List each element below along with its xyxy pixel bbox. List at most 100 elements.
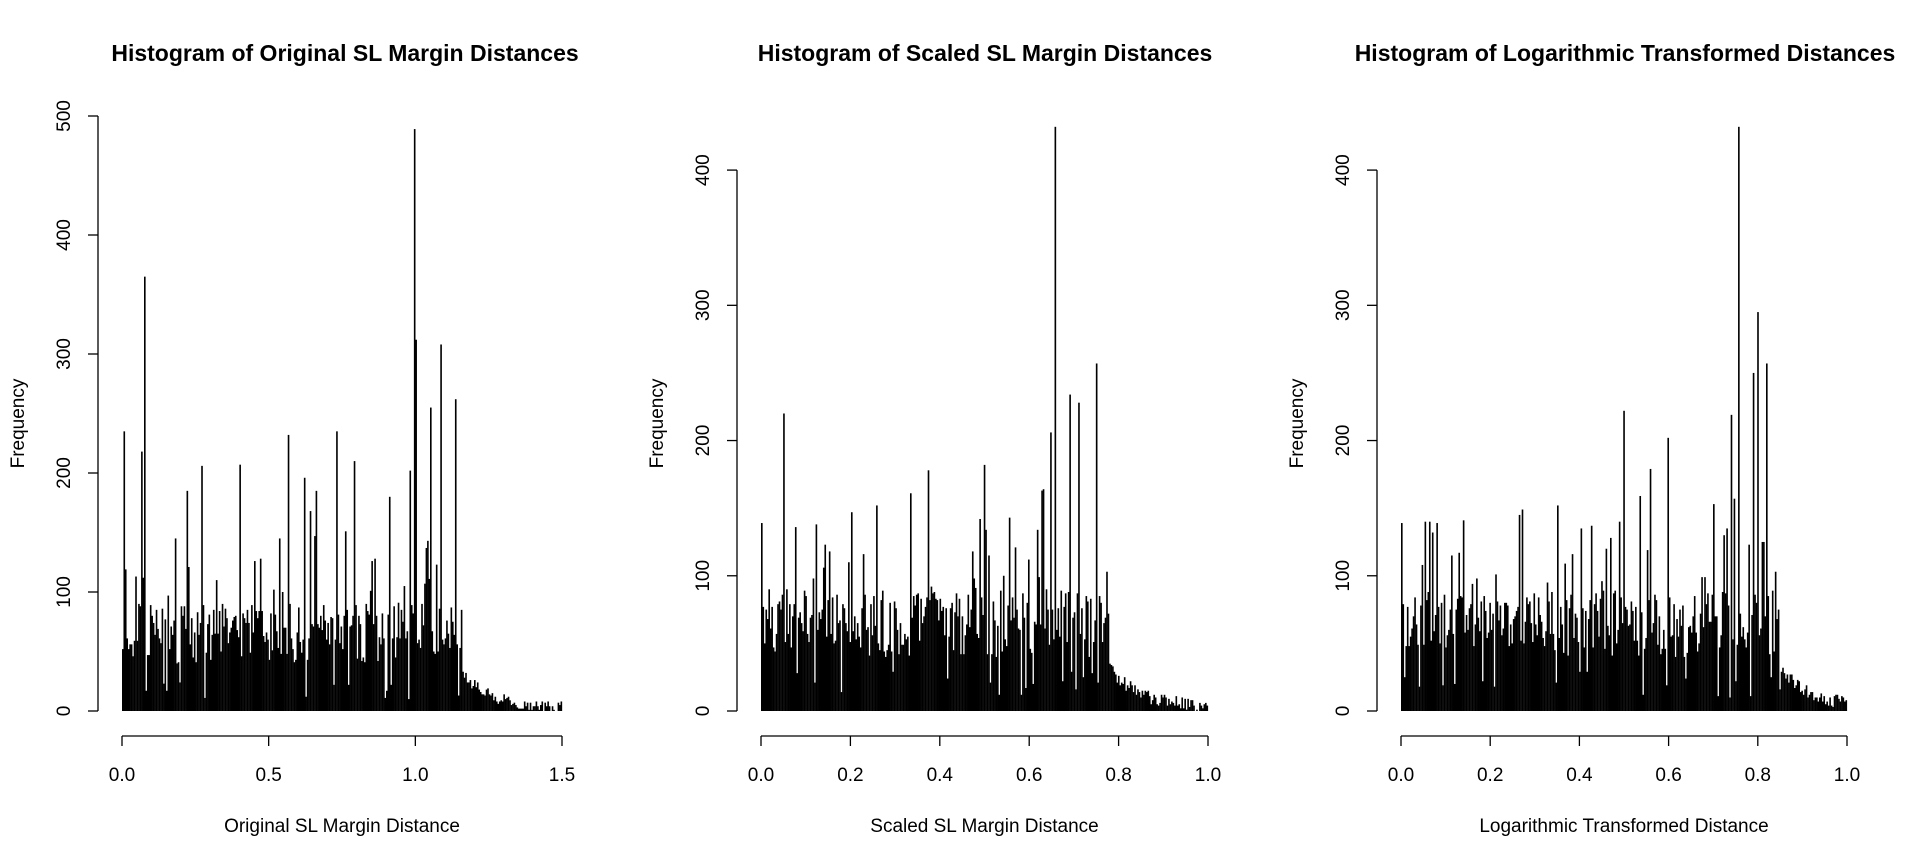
histogram-bar	[1524, 621, 1527, 711]
histogram-bar	[1442, 685, 1444, 711]
histogram-bar	[424, 583, 426, 711]
histogram-bar	[1505, 602, 1508, 711]
histogram-bar	[381, 613, 384, 711]
histogram-bar	[960, 654, 962, 711]
histogram-bar	[1461, 597, 1463, 711]
histogram-bar	[1166, 705, 1169, 711]
histogram-bar	[1050, 432, 1052, 711]
histogram-bar	[268, 659, 271, 711]
histogram-bar	[532, 706, 535, 711]
histogram-bar	[296, 632, 299, 711]
histogram-bar	[1058, 636, 1061, 712]
histogram-bar	[1458, 552, 1461, 711]
histogram-bar	[1520, 640, 1522, 711]
histogram-bar	[465, 672, 467, 711]
histogram-bar	[899, 623, 902, 711]
histogram-bar	[271, 650, 274, 711]
histogram-bar	[1791, 674, 1793, 711]
histogram-bar	[402, 621, 404, 711]
histogram-bar	[1405, 646, 1408, 711]
histogram-bar	[1614, 590, 1617, 711]
histogram-bar	[1140, 697, 1142, 711]
histogram-bar	[1125, 690, 1127, 711]
histogram-bar	[1462, 520, 1465, 711]
histogram-bar	[762, 606, 765, 712]
histogram-bar	[1119, 685, 1122, 711]
histogram-bar	[227, 643, 230, 711]
histogram-bar	[790, 647, 793, 711]
histogram-bar	[1502, 628, 1505, 711]
histogram-bar	[814, 682, 816, 711]
histogram-bar	[997, 625, 999, 711]
histogram-bar	[1817, 701, 1820, 711]
histogram-bar	[248, 622, 250, 711]
histogram-bar	[1658, 616, 1661, 711]
histogram-bar	[1417, 644, 1419, 711]
histogram-bar	[768, 589, 771, 711]
histogram-bar	[1785, 678, 1787, 711]
histogram-bar	[1823, 696, 1826, 712]
histogram-bar	[821, 609, 824, 711]
histogram-bar	[915, 594, 918, 711]
histogram-bar	[163, 683, 165, 711]
histogram-bar	[374, 558, 376, 711]
histogram-bar	[441, 639, 444, 711]
histogram-bar	[999, 590, 1002, 711]
histogram-bar	[932, 593, 934, 711]
histogram-bar	[1654, 594, 1656, 711]
histogram-bar	[1026, 602, 1029, 711]
histogram-bar	[1087, 601, 1089, 711]
histogram-bar	[434, 653, 437, 711]
histogram-bar	[1025, 688, 1027, 711]
histogram-bar	[1153, 694, 1156, 711]
histogram-bar	[1008, 517, 1011, 712]
histogram-bar	[907, 636, 909, 712]
histogram-bar	[214, 633, 217, 711]
histogram-bar	[772, 647, 775, 711]
histogram-bar	[432, 651, 435, 711]
histogram-bar	[1667, 437, 1670, 711]
histogram-bar	[471, 688, 473, 711]
histogram-bar	[1554, 650, 1556, 711]
histogram-bar	[963, 654, 965, 711]
histogram-bar	[1141, 690, 1144, 711]
histogram-bar	[1146, 692, 1148, 711]
histogram-bar	[967, 594, 970, 711]
histogram-bar	[1492, 613, 1494, 711]
histogram-bar	[1069, 394, 1071, 711]
histogram-bar	[1196, 709, 1198, 711]
histogram-bar	[929, 600, 931, 711]
histogram-bar	[1184, 698, 1186, 711]
histogram-bar	[462, 671, 464, 711]
histogram-bar	[957, 616, 959, 711]
histogram-bar	[1814, 697, 1817, 711]
histogram-bar	[560, 701, 563, 711]
histogram-bar	[1746, 632, 1749, 711]
histogram-bar	[1007, 605, 1009, 711]
histogram-bar	[1101, 642, 1104, 711]
histogram-bar	[1054, 126, 1057, 711]
histogram-bar	[839, 620, 841, 711]
histogram-bar	[1088, 656, 1091, 711]
histogram-bar	[1171, 701, 1173, 711]
histogram-bar	[1433, 631, 1435, 711]
histogram-bar	[196, 612, 199, 711]
histogram-bar	[825, 636, 828, 712]
histogram-bar	[189, 644, 192, 711]
histogram-bar	[834, 640, 837, 711]
histogram-bar	[1085, 596, 1088, 711]
histogram-bar	[220, 651, 222, 711]
x-tick-label: 0.4	[1566, 765, 1593, 786]
histogram-bar	[1808, 694, 1811, 711]
histogram-bar	[142, 577, 145, 711]
histogram-bar	[898, 654, 900, 711]
histogram-bar	[1643, 648, 1646, 711]
histogram-bar	[1633, 640, 1636, 711]
histogram-bar	[881, 590, 884, 711]
histogram-bar	[321, 630, 324, 711]
histogram-bar	[1816, 697, 1818, 711]
histogram-bar	[1066, 642, 1068, 711]
histogram-bar	[237, 637, 240, 711]
histogram-bar	[1061, 681, 1064, 711]
histogram-bar	[333, 684, 335, 711]
